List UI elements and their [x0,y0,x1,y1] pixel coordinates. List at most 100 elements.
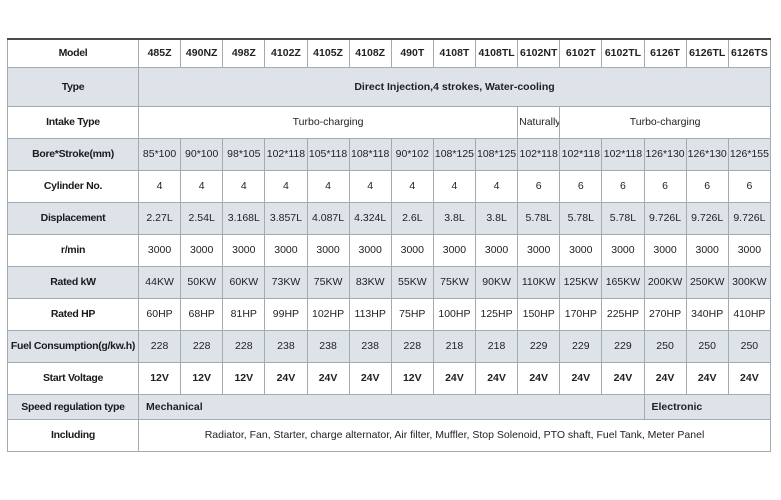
row-label-speed-regulation-type: Speed regulation type [7,393,139,420]
cell-bore-stroke-mm-10: 102*118 [559,137,603,171]
table-row-displacement: Displacement 2.27L 2.54L 3.168L 3.857L 4.087L… [7,201,772,235]
cell-rated-hp-7: 100HP [432,297,477,331]
cell-displacement-6: 2.6L [390,201,434,235]
cell-bore-stroke-mm-6: 90*102 [390,137,434,171]
row-label-rated-hp: Rated HP [7,297,139,331]
cell-start-voltage-12: 24V [643,361,687,395]
cell-bore-stroke-mm-14: 126*155 [727,137,772,171]
cell-fuel-consumption-g-kw-h-6: 228 [390,329,434,363]
cell-model-10: 6102T [559,38,603,68]
table-row-start-voltage: Start Voltage 12V 12V 12V 24V 24V 24V 12V 24V 24V… [7,361,772,395]
table-row-r-min: r/min 3000 3000 3000 3000 3000 3000 3000 3000 300… [7,233,772,267]
cell-r-min-4: 3000 [306,233,350,267]
cell-r-min-0: 3000 [137,233,182,267]
row-label-type: Type [7,66,139,107]
cell-model-11: 6102TL [601,38,645,68]
cell-model-1: 490NZ [180,38,224,68]
cell-including-0: Radiator, Fan, Starter, charge alternato… [138,418,771,452]
cell-r-min-3: 3000 [264,233,308,267]
cell-rated-kw-0: 44KW [137,265,182,299]
cell-cylinder-no-9: 6 [517,169,561,203]
cell-fuel-consumption-g-kw-h-12: 250 [643,329,687,363]
cell-model-8: 4108TL [474,38,519,68]
cell-start-voltage-11: 24V [601,361,645,395]
cell-intake-type-2: Turbo-charging [559,105,771,139]
cell-displacement-13: 9.726L [685,201,729,235]
cell-bore-stroke-mm-9: 102*118 [517,137,561,171]
table-row-intake-type: Intake Type Turbo-charging Naturally Turbo-… [7,105,771,139]
cell-rated-hp-13: 340HP [685,297,729,331]
cell-bore-stroke-mm-7: 108*125 [432,137,477,171]
cell-rated-hp-2: 81HP [222,297,266,331]
cell-r-min-2: 3000 [222,233,266,267]
engine-spec-sheet: Model 485Z 490NZ 498Z 4102Z 4105Z 4108Z 490T 410… [7,38,772,452]
cell-rated-kw-10: 125KW [559,265,603,299]
cell-fuel-consumption-g-kw-h-9: 229 [517,329,561,363]
cell-cylinder-no-3: 4 [264,169,308,203]
row-label-start-voltage: Start Voltage [7,361,139,395]
row-label-displacement: Displacement [7,201,139,235]
cell-r-min-8: 3000 [474,233,519,267]
cell-start-voltage-2: 12V [222,361,266,395]
cell-cylinder-no-6: 4 [390,169,434,203]
cell-rated-kw-5: 83KW [348,265,392,299]
row-label-model: Model [7,38,139,68]
cell-fuel-consumption-g-kw-h-2: 228 [222,329,266,363]
cell-bore-stroke-mm-2: 98*105 [222,137,266,171]
cell-cylinder-no-13: 6 [685,169,729,203]
cell-rated-kw-9: 110KW [517,265,561,299]
cell-r-min-11: 3000 [601,233,645,267]
cell-model-14: 6126TS [727,38,772,68]
cell-cylinder-no-7: 4 [432,169,477,203]
cell-model-12: 6126T [643,38,687,68]
cell-rated-hp-12: 270HP [643,297,687,331]
cell-fuel-consumption-g-kw-h-5: 238 [348,329,392,363]
cell-cylinder-no-4: 4 [306,169,350,203]
cell-rated-hp-0: 60HP [137,297,182,331]
cell-model-4: 4105Z [306,38,350,68]
cell-r-min-14: 3000 [727,233,772,267]
cell-r-min-7: 3000 [432,233,477,267]
cell-rated-kw-2: 60KW [222,265,266,299]
cell-rated-kw-6: 55KW [390,265,434,299]
cell-rated-hp-10: 170HP [559,297,603,331]
cell-r-min-12: 3000 [643,233,687,267]
table-row-rated-hp: Rated HP 60HP 68HP 81HP 99HP 102HP 113HP 75HP 10… [7,297,772,331]
cell-r-min-5: 3000 [348,233,392,267]
cell-rated-hp-4: 102HP [306,297,350,331]
cell-model-2: 498Z [222,38,266,68]
table-row-model: Model 485Z 490NZ 498Z 4102Z 4105Z 4108Z 490T 410… [7,38,772,68]
cell-rated-hp-8: 125HP [474,297,519,331]
cell-r-min-1: 3000 [180,233,224,267]
cell-fuel-consumption-g-kw-h-11: 229 [601,329,645,363]
cell-fuel-consumption-g-kw-h-0: 228 [137,329,182,363]
row-label-rated-kw: Rated kW [7,265,139,299]
cell-bore-stroke-mm-1: 90*100 [180,137,224,171]
cell-cylinder-no-12: 6 [643,169,687,203]
cell-cylinder-no-0: 4 [137,169,182,203]
cell-start-voltage-5: 24V [348,361,392,395]
cell-start-voltage-6: 12V [390,361,434,395]
cell-cylinder-no-2: 4 [222,169,266,203]
cell-displacement-8: 3.8L [474,201,519,235]
cell-start-voltage-8: 24V [474,361,519,395]
cell-r-min-6: 3000 [390,233,434,267]
cell-displacement-5: 4.324L [348,201,392,235]
cell-fuel-consumption-g-kw-h-3: 238 [264,329,308,363]
cell-bore-stroke-mm-13: 126*130 [685,137,729,171]
cell-displacement-14: 9.726L [727,201,772,235]
table-row-type: Type Direct Injection,4 strokes, Water-co… [7,66,771,107]
row-label-r-min: r/min [7,233,139,267]
cell-cylinder-no-8: 4 [474,169,519,203]
cell-displacement-1: 2.54L [180,201,224,235]
cell-bore-stroke-mm-3: 102*118 [264,137,308,171]
cell-fuel-consumption-g-kw-h-4: 238 [306,329,350,363]
cell-bore-stroke-mm-8: 108*125 [474,137,519,171]
cell-cylinder-no-11: 6 [601,169,645,203]
cell-model-5: 4108Z [348,38,392,68]
table-row-rated-kw: Rated kW 44KW 50KW 60KW 73KW 75KW 83KW 55KW 75KW… [7,265,772,299]
cell-fuel-consumption-g-kw-h-8: 218 [474,329,519,363]
cell-start-voltage-14: 24V [727,361,772,395]
row-label-including: Including [7,418,139,452]
table-row-fuel-consumption-g-kw-h: Fuel Consumption(g/kw.h) 228 228 228 238 238 2… [7,329,772,363]
